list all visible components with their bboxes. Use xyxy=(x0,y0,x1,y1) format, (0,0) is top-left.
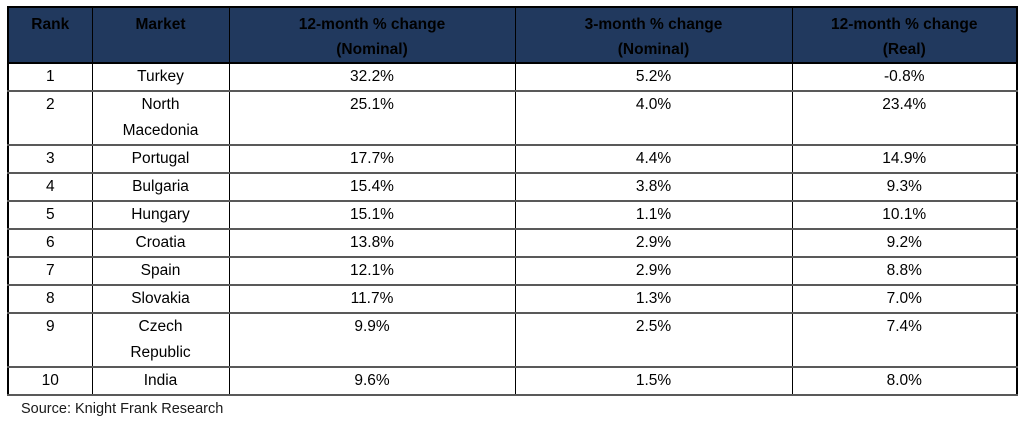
cell-rank: 8 xyxy=(7,284,93,314)
cell-change_3m_nominal: 4.4% xyxy=(514,144,793,174)
cell-change_12m_real: 8.0% xyxy=(791,366,1018,396)
cell-change_12m_nominal: 13.8% xyxy=(228,228,516,258)
table-row: 5 Hungary 15.1% 1.1% 10.1% xyxy=(7,200,1018,230)
cell-change_12m_nominal: 17.7% xyxy=(228,144,516,174)
market-rank-table: Rank Market 12-month % change (Nominal) 3-mo… xyxy=(7,6,1018,396)
cell-market: Spain xyxy=(91,256,230,286)
cell-change_12m_nominal: 15.1% xyxy=(228,200,516,230)
cell-change_3m_nominal: 3.8% xyxy=(514,172,793,202)
column-header-change_12m_real: 12-month % change (Real) xyxy=(791,6,1018,64)
column-header-line1: 3-month % change xyxy=(584,16,723,33)
column-header-line2: (Real) xyxy=(882,41,926,58)
table-row: 10 India 9.6% 1.5% 8.0% xyxy=(7,366,1018,396)
cell-market: Croatia xyxy=(91,228,230,258)
cell-market: Hungary xyxy=(91,200,230,230)
column-header-market: Market xyxy=(91,6,230,64)
cell-rank: 4 xyxy=(7,172,93,202)
source-note: Source: Knight Frank Research xyxy=(21,401,224,417)
table-row: 2 North Macedonia 25.1% 4.0% 23.4% xyxy=(7,90,1018,146)
cell-change_12m_nominal: 15.4% xyxy=(228,172,516,202)
column-header-change_3m_nominal: 3-month % change (Nominal) xyxy=(514,6,793,64)
cell-rank: 2 xyxy=(7,90,93,146)
cell-change_12m_real: 8.8% xyxy=(791,256,1018,286)
cell-change_3m_nominal: 2.5% xyxy=(514,312,793,368)
cell-change_3m_nominal: 1.3% xyxy=(514,284,793,314)
table-row: 3 Portugal 17.7% 4.4% 14.9% xyxy=(7,144,1018,174)
column-header-line2: (Nominal) xyxy=(336,41,408,58)
cell-market: Turkey xyxy=(91,62,230,92)
cell-change_12m_real: 9.2% xyxy=(791,228,1018,258)
cell-change_3m_nominal: 4.0% xyxy=(514,90,793,146)
column-header-line1: Rank xyxy=(31,16,70,33)
cell-rank: 10 xyxy=(7,366,93,396)
column-header-line1: 12-month % change xyxy=(831,16,978,33)
cell-change_12m_nominal: 9.6% xyxy=(228,366,516,396)
cell-market: North Macedonia xyxy=(91,90,230,146)
cell-rank: 9 xyxy=(7,312,93,368)
cell-change_12m_real: 7.0% xyxy=(791,284,1018,314)
cell-change_3m_nominal: 1.1% xyxy=(514,200,793,230)
cell-change_3m_nominal: 2.9% xyxy=(514,256,793,286)
table-row: 4 Bulgaria 15.4% 3.8% 9.3% xyxy=(7,172,1018,202)
header-row: Rank Market 12-month % change (Nominal) 3-mo… xyxy=(7,6,1018,64)
cell-rank: 7 xyxy=(7,256,93,286)
column-header-rank: Rank xyxy=(7,6,93,64)
column-header-line1: Market xyxy=(135,16,186,33)
table-row: 6 Croatia 13.8% 2.9% 9.2% xyxy=(7,228,1018,258)
cell-rank: 6 xyxy=(7,228,93,258)
table-row: 9 Czech Republic 9.9% 2.5% 7.4% xyxy=(7,312,1018,368)
cell-change_12m_nominal: 9.9% xyxy=(228,312,516,368)
table-row: 1 Turkey 32.2% 5.2% -0.8% xyxy=(7,62,1018,92)
cell-change_12m_nominal: 25.1% xyxy=(228,90,516,146)
cell-market: India xyxy=(91,366,230,396)
cell-change_3m_nominal: 5.2% xyxy=(514,62,793,92)
cell-change_12m_nominal: 11.7% xyxy=(228,284,516,314)
cell-change_12m_real: -0.8% xyxy=(791,62,1018,92)
column-header-line1: 12-month % change xyxy=(298,16,446,33)
column-header-line2: (Nominal) xyxy=(617,41,690,58)
table-header: Rank Market 12-month % change (Nominal) 3-mo… xyxy=(7,6,1018,64)
cell-market: Czech Republic xyxy=(91,312,230,368)
cell-change_12m_real: 9.3% xyxy=(791,172,1018,202)
cell-market: Slovakia xyxy=(91,284,230,314)
column-header-change_12m_nominal: 12-month % change (Nominal) xyxy=(228,6,516,64)
cell-rank: 3 xyxy=(7,144,93,174)
cell-rank: 1 xyxy=(7,62,93,92)
cell-change_12m_real: 23.4% xyxy=(791,90,1018,146)
table-body: 1 Turkey 32.2% 5.2% -0.8% 2 North Macedonia 25.… xyxy=(7,62,1018,396)
table-row: 7 Spain 12.1% 2.9% 8.8% xyxy=(7,256,1018,286)
cell-change_12m_nominal: 32.2% xyxy=(228,62,516,92)
cell-market: Bulgaria xyxy=(91,172,230,202)
cell-change_12m_nominal: 12.1% xyxy=(228,256,516,286)
cell-change_12m_real: 10.1% xyxy=(791,200,1018,230)
cell-rank: 5 xyxy=(7,200,93,230)
cell-change_3m_nominal: 1.5% xyxy=(514,366,793,396)
cell-change_12m_real: 14.9% xyxy=(791,144,1018,174)
cell-market: Portugal xyxy=(91,144,230,174)
cell-change_12m_real: 7.4% xyxy=(791,312,1018,368)
table-row: 8 Slovakia 11.7% 1.3% 7.0% xyxy=(7,284,1018,314)
cell-change_3m_nominal: 2.9% xyxy=(514,228,793,258)
